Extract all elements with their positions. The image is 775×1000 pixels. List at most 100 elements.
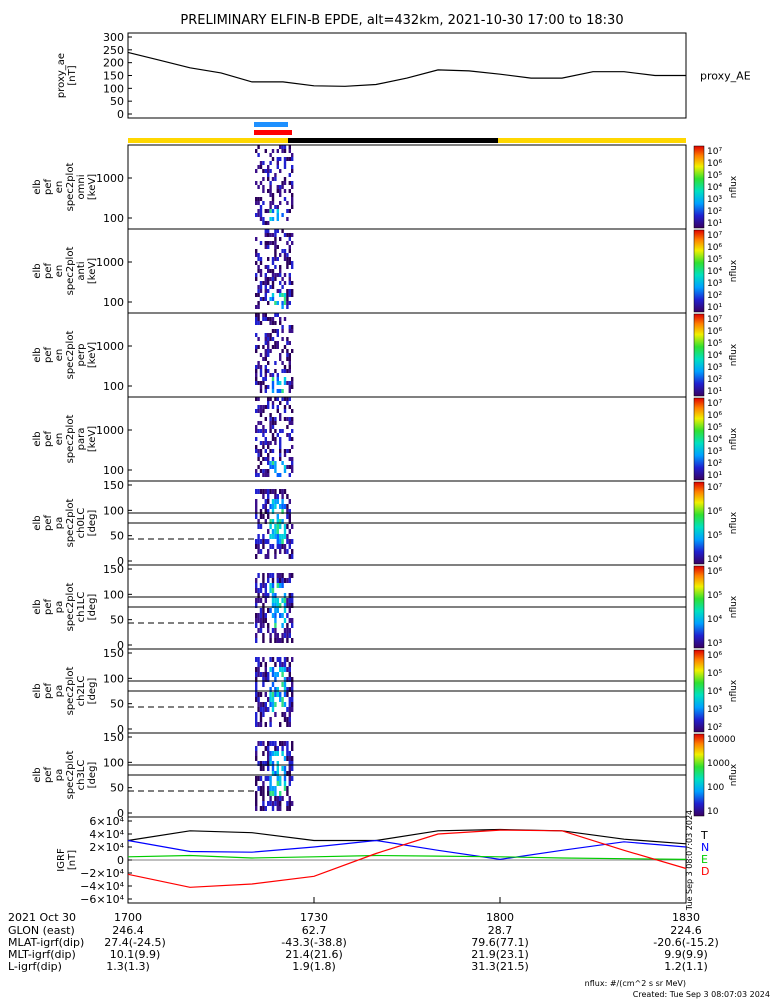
pixel — [274, 397, 277, 401]
pixel — [276, 229, 279, 233]
pixel — [281, 534, 284, 539]
pixel — [286, 253, 289, 257]
pixel — [276, 389, 279, 393]
pixel — [281, 796, 284, 801]
pixel — [267, 361, 270, 365]
pixel — [267, 333, 270, 337]
pixel — [271, 766, 275, 771]
panel-6-ytick: 50 — [110, 614, 124, 627]
panel-1-cb-tick: 10⁷ — [707, 147, 722, 157]
pixel — [264, 417, 267, 421]
pixel — [286, 209, 289, 213]
pixel — [267, 353, 270, 357]
pixel — [262, 751, 265, 756]
panel-9-ytick: 6×10⁴ — [89, 815, 124, 828]
pixel — [288, 722, 291, 727]
pixel — [264, 221, 267, 225]
pixel — [286, 806, 289, 811]
pixel — [286, 369, 289, 373]
panel-4-frame — [127, 396, 687, 482]
panel-7-cb-tick: 10⁴ — [707, 687, 722, 697]
pixel — [286, 381, 289, 385]
pixel — [264, 588, 267, 593]
pixel — [276, 473, 279, 477]
pixel — [259, 205, 263, 209]
pixel — [269, 169, 272, 173]
pixel — [276, 149, 279, 153]
pixel — [288, 519, 291, 524]
panel-0-ytick: 50 — [110, 95, 124, 108]
pixel — [279, 437, 282, 441]
pixel — [267, 457, 270, 461]
panel-4: elb pef en spec2plot para [keV] 10⁷ 10⁶ 10⁵ 10⁴ 10… — [32, 396, 739, 482]
panel-9-ytick: 2×10⁴ — [89, 841, 124, 854]
pixel — [257, 667, 260, 672]
pixel — [264, 722, 267, 727]
pixel — [281, 277, 284, 281]
pixel — [279, 189, 282, 193]
panel-7-cb-label: nflux — [729, 679, 739, 702]
pixel — [259, 514, 263, 519]
pixel — [286, 633, 289, 638]
pixel — [286, 539, 289, 544]
pixel — [269, 413, 272, 417]
pixel — [262, 381, 265, 385]
pixel — [281, 185, 284, 189]
pixel — [291, 153, 294, 157]
panel-4-ylabel-4: para — [76, 428, 87, 451]
pixel — [288, 509, 291, 514]
pixel — [259, 409, 263, 413]
pixel — [269, 519, 272, 524]
pixel — [291, 349, 294, 353]
pixel — [259, 608, 263, 613]
pixel — [262, 806, 265, 811]
pixel — [267, 229, 270, 233]
pixel — [271, 519, 275, 524]
pixel — [269, 524, 272, 529]
pixel — [279, 667, 282, 672]
pixel — [264, 618, 267, 623]
pixel — [264, 707, 267, 712]
pixel — [283, 776, 287, 781]
pixel — [259, 613, 263, 618]
pixel — [255, 377, 258, 381]
pixel — [291, 201, 294, 205]
footer-mlt-1: 10.1(9.9) — [110, 948, 161, 961]
pixel — [257, 598, 260, 603]
pixel — [267, 189, 270, 193]
pixel — [269, 233, 272, 237]
panel-1-cb-tick: 10⁵ — [707, 171, 722, 181]
pixel — [271, 613, 275, 618]
pixel — [259, 257, 263, 261]
pixel — [255, 776, 258, 781]
pixel — [255, 578, 258, 583]
pixel — [257, 544, 260, 549]
pixel — [283, 365, 287, 369]
pixel — [291, 377, 294, 381]
pixel — [281, 249, 284, 253]
pixel — [267, 265, 270, 269]
pixel — [283, 197, 287, 201]
pixel — [264, 667, 267, 672]
pixel — [279, 237, 282, 241]
pixel — [267, 578, 270, 583]
pixel — [283, 177, 287, 181]
pixel — [283, 253, 287, 257]
panel-2-ytick: 1000 — [96, 256, 124, 269]
pixel — [269, 633, 272, 638]
panel-1-cb-tick: 10² — [707, 207, 722, 217]
pixel — [255, 273, 258, 277]
pixel — [279, 253, 282, 257]
pixel — [279, 638, 282, 643]
footer-label-glon: GLON (east) — [8, 924, 75, 937]
panel-1-ylabel-0: elb — [32, 179, 43, 194]
panel-8-spectrogram — [255, 741, 294, 811]
pixel — [274, 489, 277, 494]
pixel — [262, 297, 265, 301]
pixel — [288, 628, 291, 633]
pixel — [269, 692, 272, 697]
pixel — [288, 273, 291, 277]
pixel — [288, 289, 291, 293]
pixel — [255, 305, 258, 309]
pixel — [262, 618, 265, 623]
